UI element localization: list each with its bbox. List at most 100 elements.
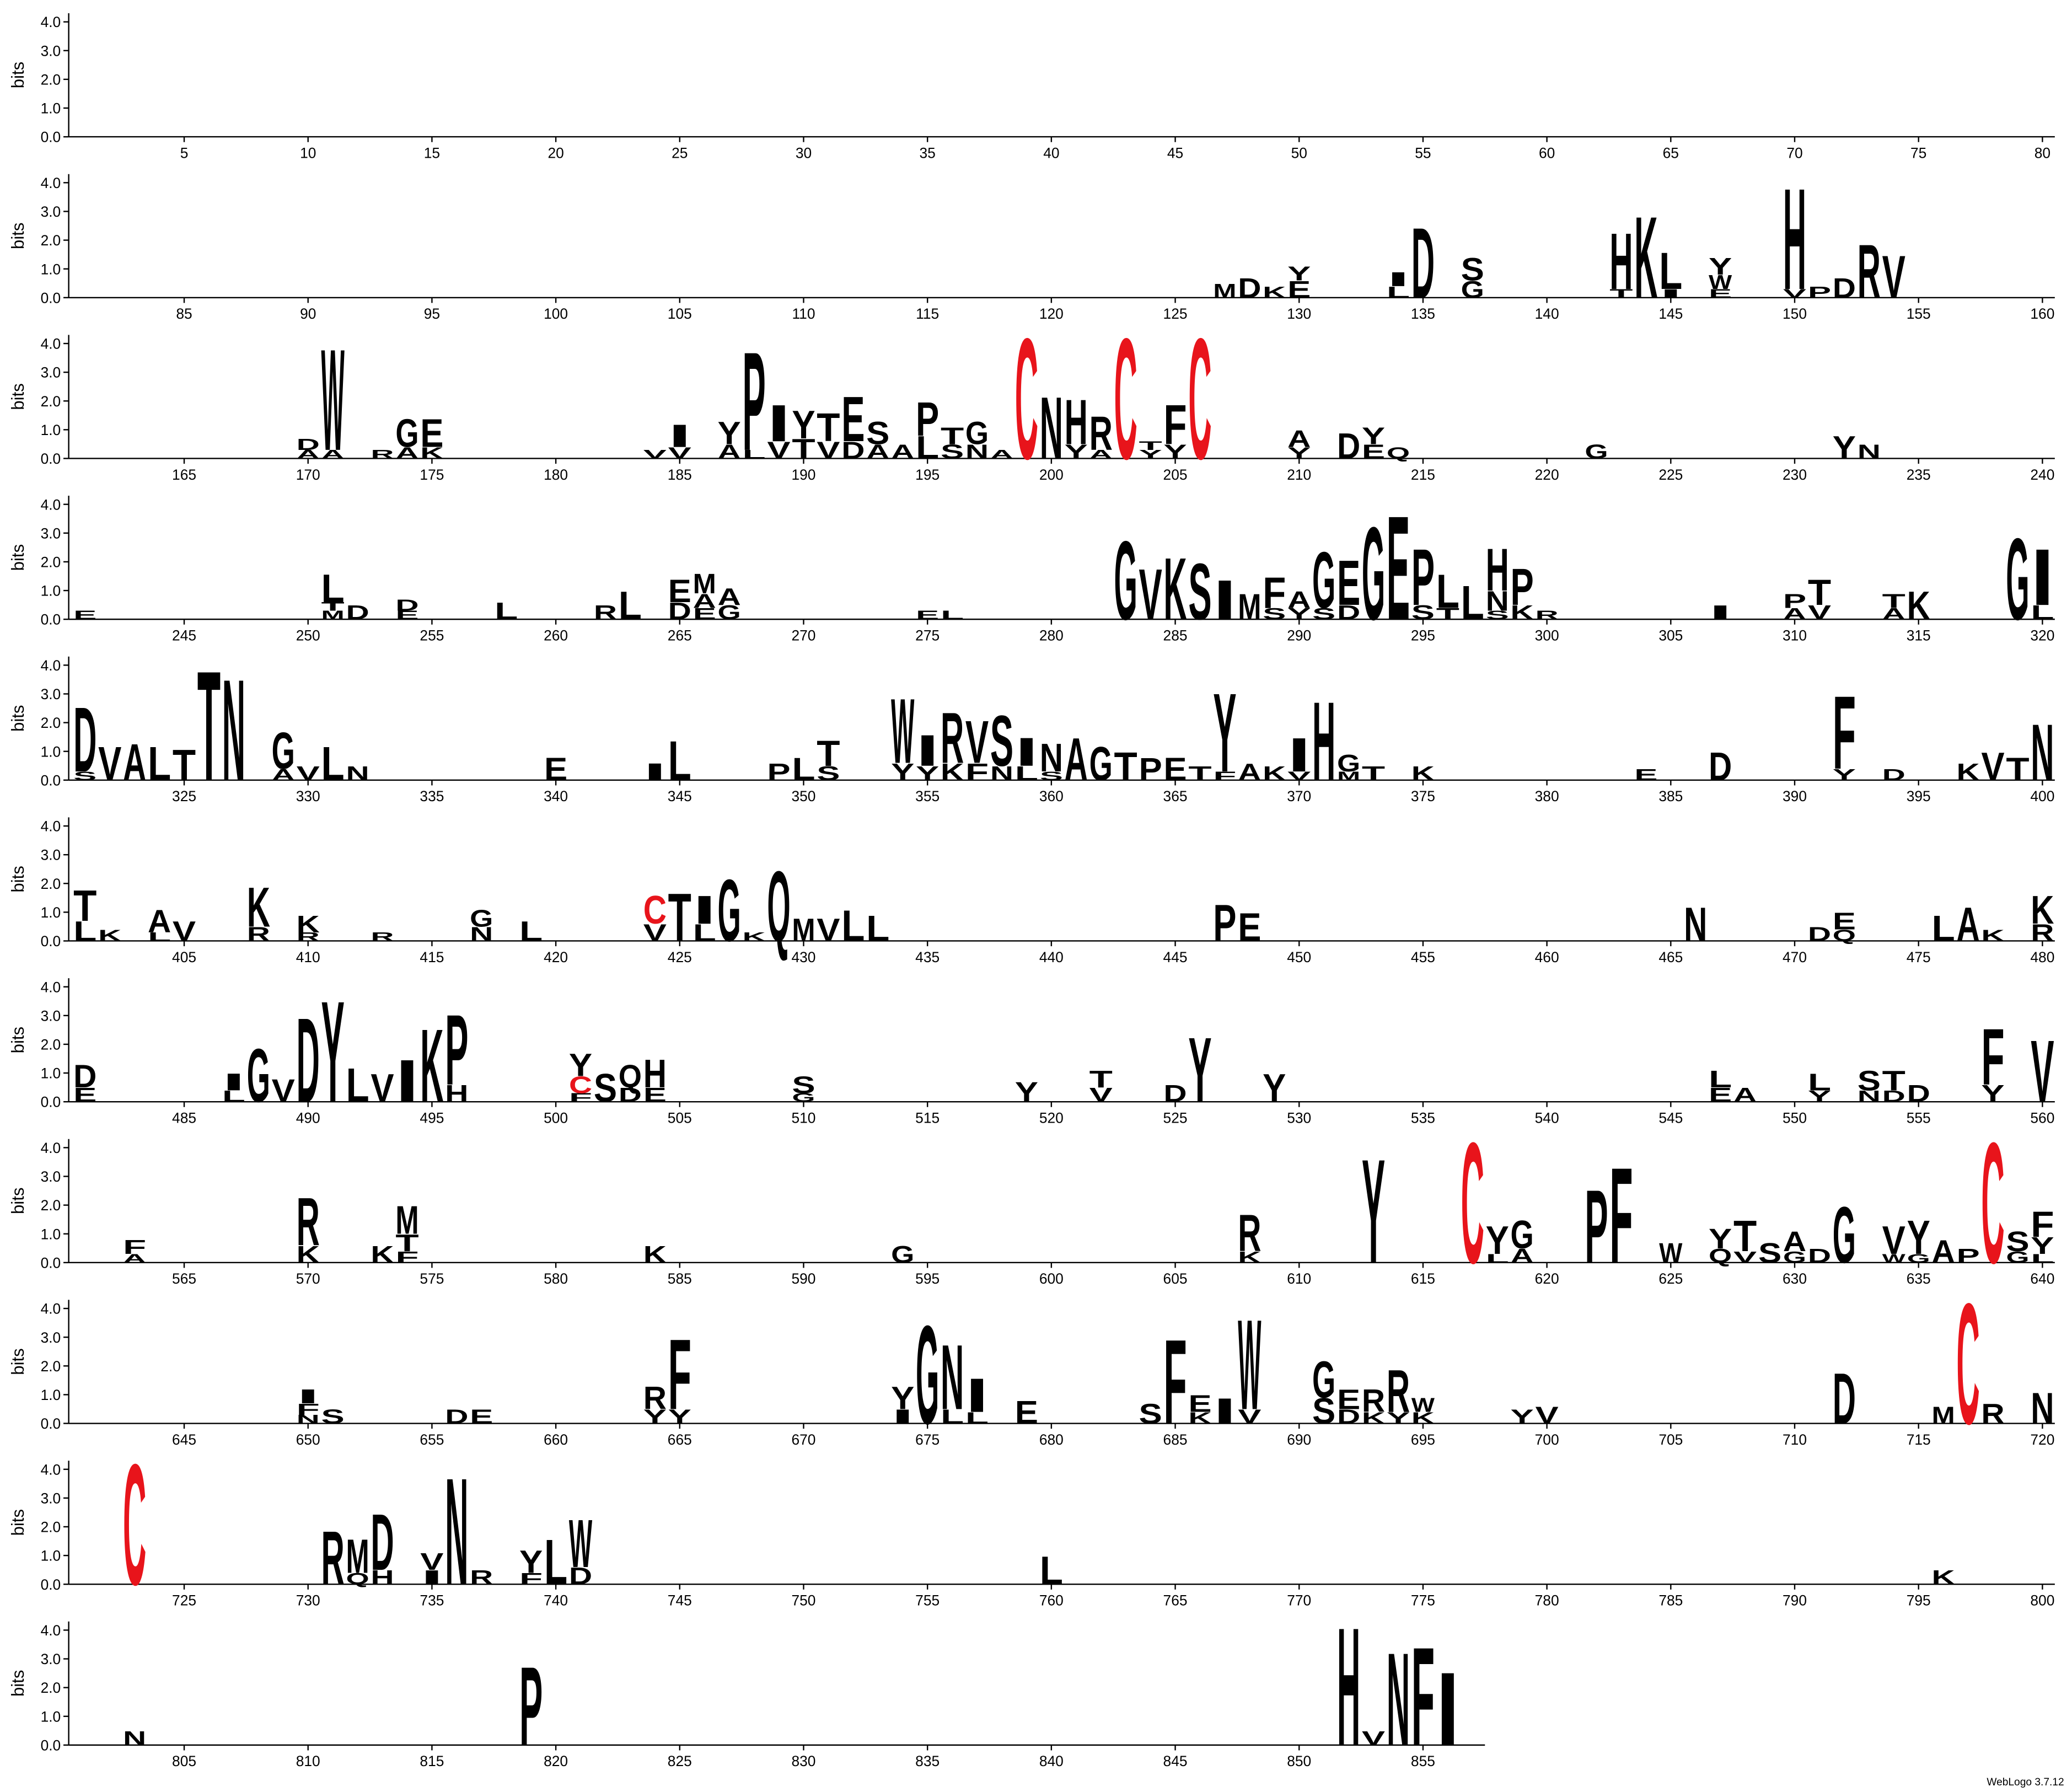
logo-letter: M — [321, 609, 345, 622]
logo-letter: F — [569, 1091, 592, 1104]
logo-letter: T — [2006, 751, 2029, 787]
credit: WebLogo 3.7.12 — [1987, 1777, 2064, 1788]
logo-letter: C — [1956, 1267, 1979, 1460]
logo-letter: D — [1238, 272, 1261, 304]
y-tick-label: 3.0 — [41, 847, 61, 863]
logo-letter: L — [1659, 242, 1682, 301]
logo-letter: K — [98, 926, 121, 945]
x-tick-label: 40 — [1043, 144, 1059, 161]
y-tick-label: 4.0 — [41, 818, 61, 835]
logo-letter: Y — [1287, 605, 1311, 623]
logo-letter: C — [1981, 1106, 2004, 1299]
x-tick-label: 125 — [1163, 305, 1188, 322]
logo-letter: G — [1114, 518, 1137, 643]
y-tick-label: 1.0 — [41, 1548, 61, 1564]
logo-letter: S — [1461, 251, 1484, 287]
logo-letter: T — [817, 733, 840, 774]
logo-letter: Y — [1287, 262, 1311, 285]
logo-letter: W — [1709, 271, 1732, 293]
logo-letter: M — [395, 1198, 418, 1243]
x-tick-label: 555 — [1907, 1110, 1931, 1126]
y-tick-label: 4.0 — [41, 1622, 61, 1639]
logo-letter: V — [817, 437, 840, 464]
y-tick-label: 3.0 — [41, 1168, 61, 1185]
x-tick-label: 675 — [915, 1431, 940, 1448]
logo-letter: D — [1833, 1359, 1856, 1439]
logo-letter: F — [1981, 1013, 2004, 1102]
logo-letter: Y — [1362, 422, 1385, 449]
y-tick-label: 4.0 — [41, 979, 61, 995]
logo-letter: K — [1634, 192, 1657, 323]
x-tick-label: 825 — [668, 1753, 692, 1769]
logo-letter: G — [718, 601, 741, 624]
logo-letter: P — [1585, 1168, 1608, 1285]
logo-letter: A — [148, 904, 171, 940]
x-tick-label: 660 — [544, 1431, 568, 1448]
y-tick-label: 3.0 — [41, 1490, 61, 1506]
x-tick-label: 470 — [1783, 949, 1807, 965]
logo-letter: E — [916, 609, 939, 622]
logo-letter: V — [1139, 554, 1162, 635]
y-tick-label: 4.0 — [41, 496, 61, 513]
x-tick-label: 445 — [1163, 949, 1188, 965]
logo-letter: F — [1263, 568, 1286, 618]
logo-letter: S — [866, 415, 889, 451]
x-tick-label: 770 — [1287, 1592, 1311, 1609]
logo-letter: N — [1387, 1626, 1410, 1774]
logo-letter: Y — [1139, 448, 1162, 461]
y-tick-label: 1.0 — [41, 1708, 61, 1725]
x-tick-label: 110 — [792, 305, 815, 322]
x-tick-label: 65 — [1663, 144, 1679, 161]
x-tick-label: 315 — [1907, 627, 1931, 643]
logo-letter: I — [395, 1048, 418, 1115]
logo-letter: N — [1040, 735, 1063, 780]
y-tick-label: 4.0 — [41, 1301, 61, 1317]
logo-letter: G — [1337, 750, 1360, 777]
logo-letter: T — [1139, 439, 1162, 452]
logo-letter: L — [222, 1087, 245, 1105]
logo-letter: G — [2006, 1248, 2029, 1266]
logo-letter: R — [321, 1516, 345, 1601]
logo-letter: L — [321, 566, 345, 611]
x-tick-label: 5 — [180, 144, 189, 161]
x-tick-label: 440 — [1039, 949, 1064, 965]
logo-letter: H — [1065, 387, 1088, 458]
logo-letter: E — [544, 751, 567, 787]
logo-letter: C — [643, 887, 667, 932]
x-tick-label: 290 — [1287, 627, 1311, 643]
logo-letter: E — [1833, 908, 1856, 935]
logo-letter: A — [1783, 605, 1806, 623]
logo-letter: P — [445, 994, 468, 1106]
logo-letter: Q — [1387, 444, 1410, 462]
logo-letter: Y — [1387, 1409, 1410, 1427]
logo-letter: E — [1337, 546, 1360, 618]
y-tick-label: 0.0 — [41, 1094, 61, 1110]
logo-letter: E — [1709, 1083, 1732, 1106]
logo-letter: R — [371, 930, 394, 943]
x-tick-label: 70 — [1786, 144, 1802, 161]
logo-letter: V — [817, 912, 840, 948]
logo-letter: K — [1362, 1409, 1385, 1427]
logo-letter: Q — [346, 1570, 369, 1588]
logo-letter: H — [445, 1080, 468, 1107]
logo-letter: G — [1362, 499, 1385, 647]
x-tick-label: 215 — [1411, 466, 1435, 483]
logo-letter: I — [1287, 728, 1311, 782]
x-tick-label: 700 — [1535, 1431, 1559, 1448]
x-tick-label: 260 — [544, 627, 568, 643]
logo-letter: V — [371, 1066, 394, 1110]
logo-letter: T — [817, 406, 840, 450]
x-tick-label: 805 — [172, 1753, 196, 1769]
logo-letter: K — [297, 1241, 320, 1268]
y-tick-label: 4.0 — [41, 1140, 61, 1156]
x-tick-label: 405 — [172, 949, 196, 965]
logo-letter: D — [395, 596, 418, 614]
logo-letter: E — [1287, 276, 1311, 303]
x-tick-label: 320 — [2030, 627, 2054, 643]
logo-letter: A — [718, 583, 741, 610]
x-tick-label: 190 — [791, 466, 815, 483]
logo-letter: D — [1882, 1087, 1905, 1106]
y-tick-label: 4.0 — [41, 175, 61, 191]
logo-letter: I — [916, 726, 939, 775]
logo-letter: H — [371, 1566, 394, 1589]
